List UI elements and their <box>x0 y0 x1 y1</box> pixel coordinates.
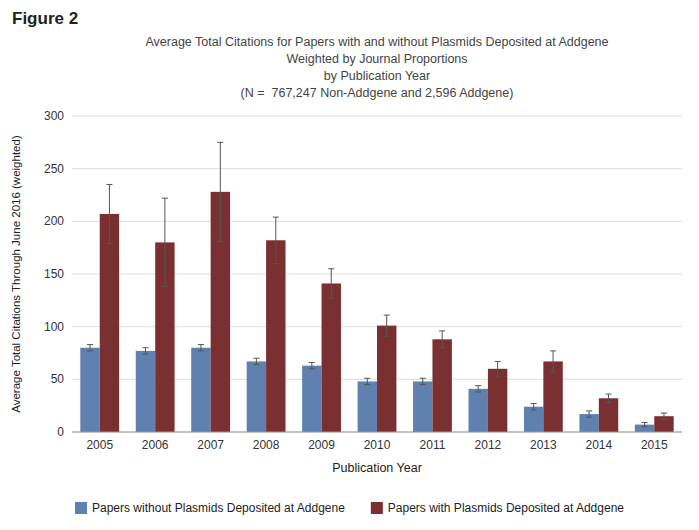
error-bar <box>217 142 223 241</box>
x-tick-label: 2012 <box>475 438 502 452</box>
error-bar <box>586 411 592 417</box>
grid <box>72 116 682 432</box>
legend-item: Papers without Plasmids Deposited at Add… <box>75 501 345 515</box>
error-bar <box>87 345 93 351</box>
error-bar <box>309 362 315 368</box>
bar <box>413 381 432 432</box>
error-bar <box>661 413 667 419</box>
x-axis-line <box>72 432 682 433</box>
bar <box>191 348 210 432</box>
error-bar <box>106 184 112 243</box>
error-bar <box>162 198 168 286</box>
bar <box>322 283 341 432</box>
x-tick-label: 2015 <box>641 438 668 452</box>
bar <box>358 381 377 432</box>
bar <box>524 407 543 432</box>
error-bar <box>475 386 481 392</box>
x-tick-label: 2010 <box>364 438 391 452</box>
x-tick-label: 2006 <box>142 438 169 452</box>
x-tick-label: 2008 <box>253 438 280 452</box>
y-axis-label: Average Total Citations Through June 201… <box>10 135 22 413</box>
grid-line <box>72 432 682 433</box>
x-tick-label: 2011 <box>420 438 446 452</box>
bar <box>302 366 321 432</box>
title: by Publication Year <box>324 69 430 83</box>
bar <box>432 339 451 432</box>
y-tick-label: 100 <box>44 320 64 334</box>
bar <box>469 389 488 432</box>
legend: Papers without Plasmids Deposited at Add… <box>75 501 624 515</box>
title: Average Total Citations for Papers with … <box>145 35 608 49</box>
x-tick-label: 2005 <box>86 438 113 452</box>
bar <box>247 361 266 432</box>
x-tick-label: 2013 <box>530 438 557 452</box>
grid-line <box>72 221 682 222</box>
grid-line <box>72 168 682 169</box>
legend-swatch <box>371 502 383 514</box>
x-tick-label: 2007 <box>197 438 224 452</box>
y-tick-label: 50 <box>51 372 65 386</box>
x-tick-label: 2009 <box>308 438 335 452</box>
error-bar <box>439 331 445 348</box>
bar <box>599 398 618 432</box>
error-bar <box>142 348 148 354</box>
legend-label: Papers without Plasmids Deposited at Add… <box>92 501 345 515</box>
error-bar <box>198 345 204 351</box>
x-tick-label: 2014 <box>585 438 612 452</box>
y-tick-label: 250 <box>44 162 64 176</box>
y-tick-label: 200 <box>44 214 64 228</box>
y-tick-label: 0 <box>57 425 64 439</box>
error-bar <box>606 394 612 402</box>
error-bar <box>531 404 537 410</box>
grid-line <box>72 116 682 117</box>
background <box>0 0 699 530</box>
chart: Figure 2 Average Total Citations for Pape… <box>0 0 699 530</box>
legend-swatch <box>75 502 87 514</box>
error-bar <box>550 351 556 372</box>
series <box>100 142 674 432</box>
x-axis-label: Publication Year <box>332 461 422 475</box>
error-bar <box>253 358 259 364</box>
error-bar <box>364 378 370 384</box>
marks <box>80 142 673 432</box>
title: Weighted by Journal Proportions <box>286 52 467 66</box>
error-bar <box>384 315 390 336</box>
legend-item: Papers with Plasmids Deposited at Addgen… <box>371 501 624 515</box>
error-bar <box>495 361 501 376</box>
bar <box>377 326 396 432</box>
bar <box>266 240 285 432</box>
title: (N = 767,247 Non-Addgene and 2,596 Addge… <box>241 86 514 100</box>
bar <box>136 351 155 432</box>
error-bar <box>642 423 648 427</box>
figure-label: Figure 2 <box>12 9 78 28</box>
error-bar <box>273 217 279 263</box>
legend-label: Papers with Plasmids Deposited at Addgen… <box>388 501 624 515</box>
y-tick-label: 300 <box>44 109 64 123</box>
bar <box>488 369 507 432</box>
y-tick-label: 150 <box>44 267 64 281</box>
bar <box>100 214 119 432</box>
bar <box>80 348 99 432</box>
error-bar <box>420 378 426 384</box>
error-bar <box>328 269 334 298</box>
